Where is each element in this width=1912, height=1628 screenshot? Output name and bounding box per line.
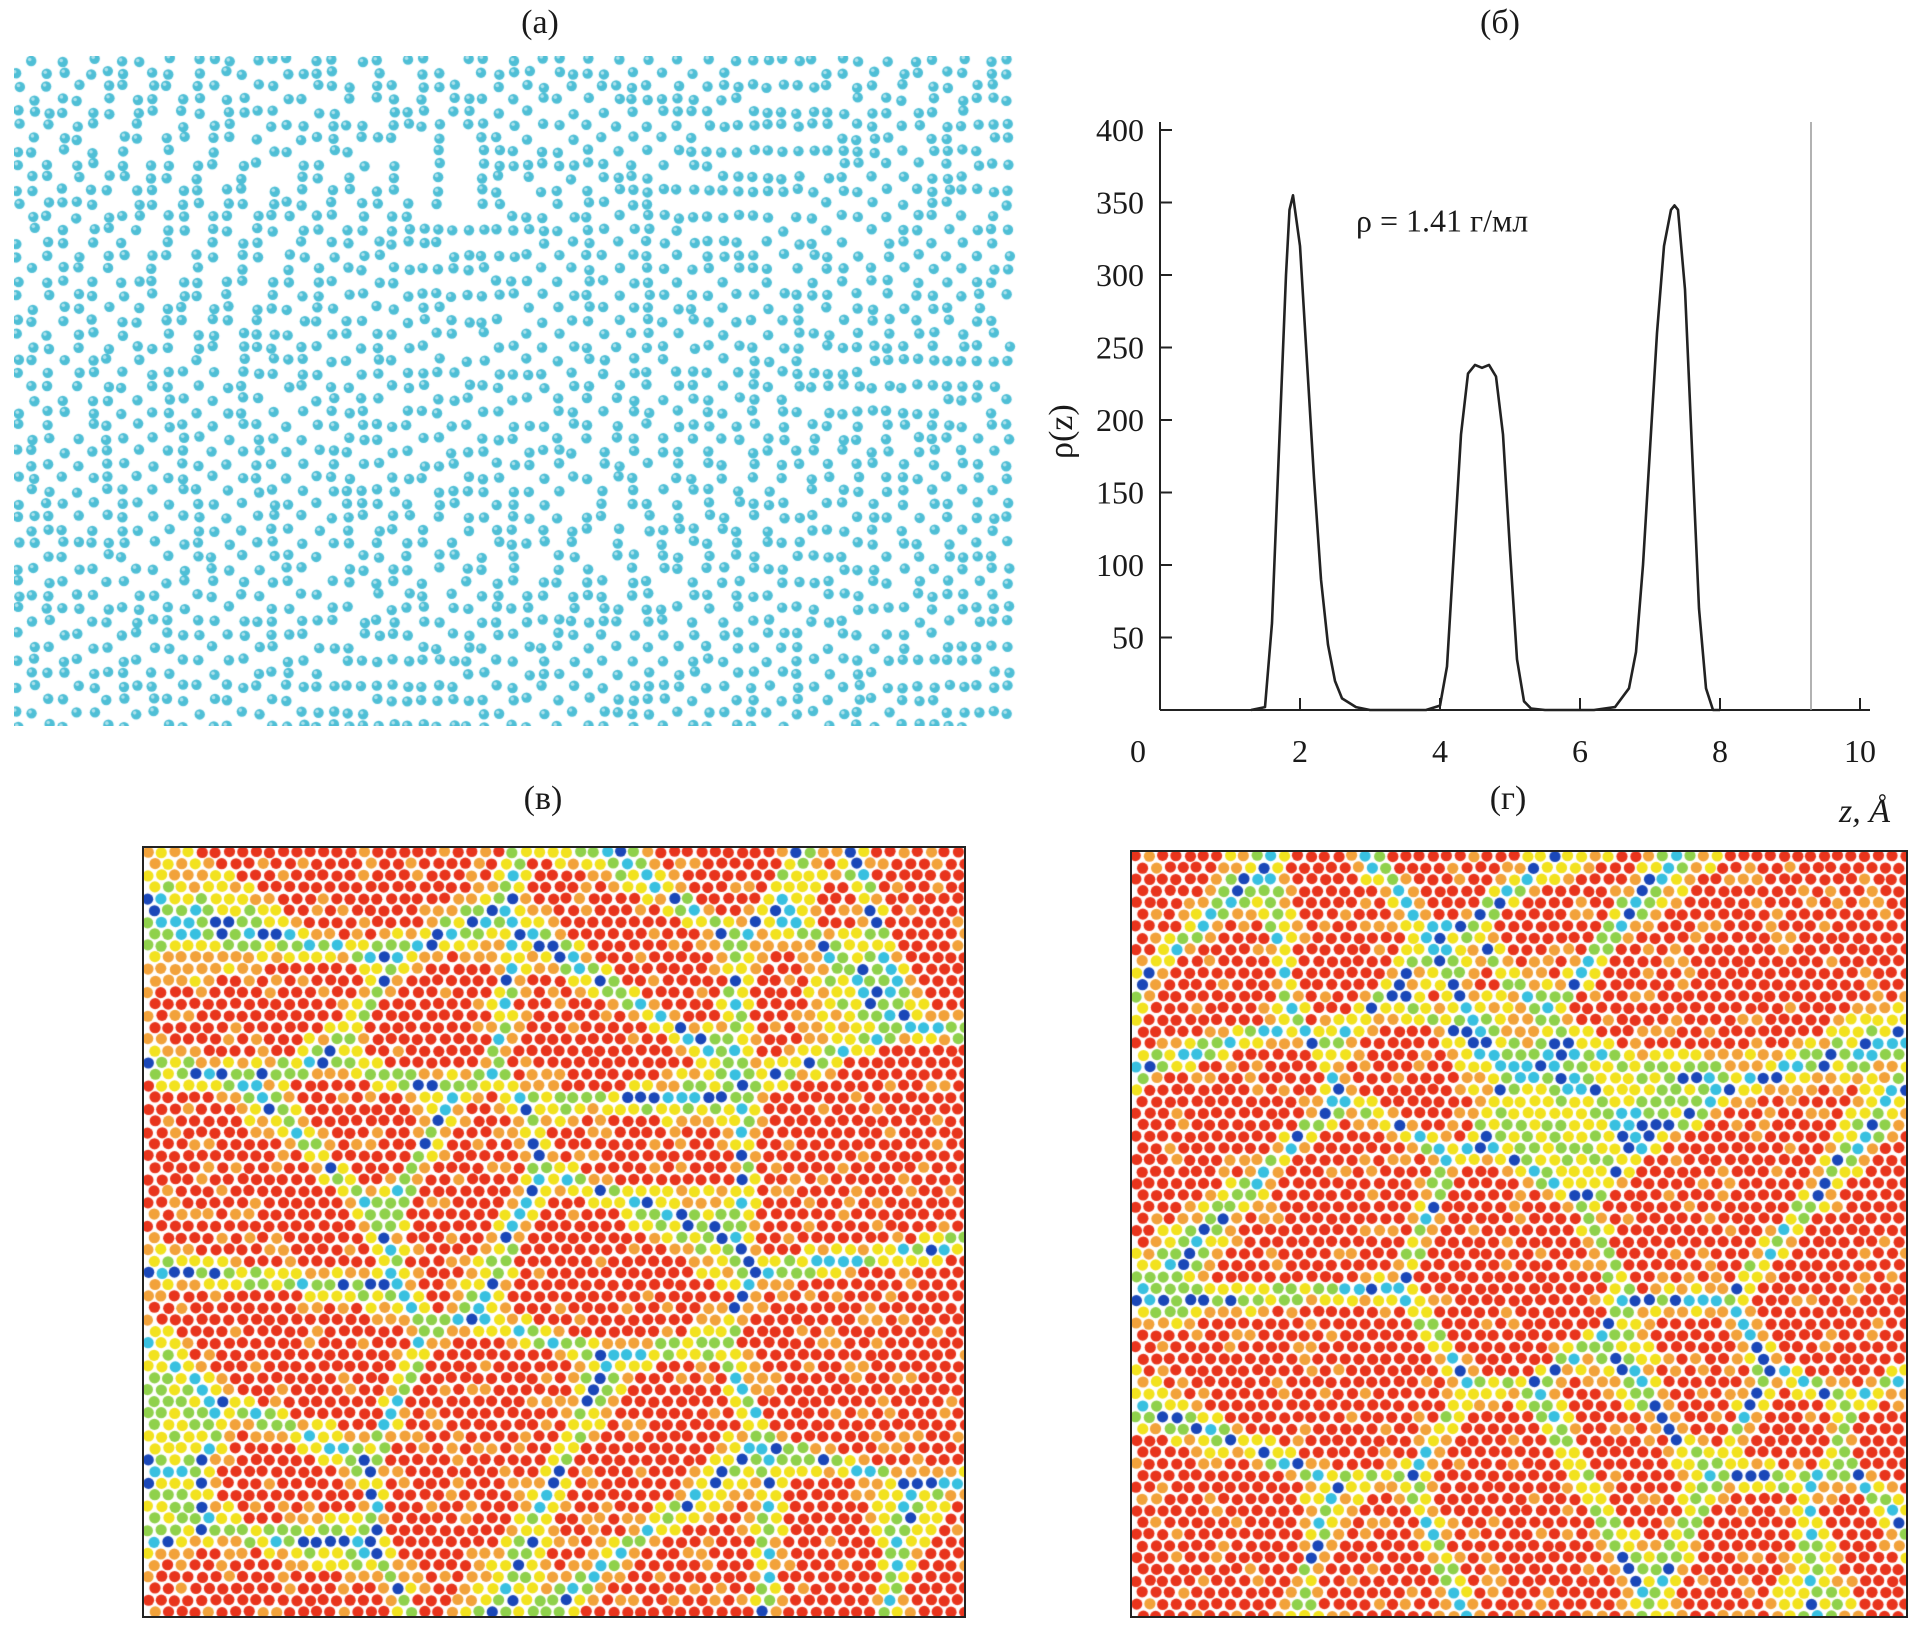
x-tick-label: 8 xyxy=(1712,733,1728,769)
y-tick-label: 200 xyxy=(1096,402,1144,438)
x-tick-label: 2 xyxy=(1292,733,1308,769)
x-tick-label: 0 xyxy=(1130,733,1146,769)
y-tick-label: 350 xyxy=(1096,185,1144,221)
panel-b-label: (б) xyxy=(1480,4,1520,41)
density-profile-chart: 50 100 150 200 250 300 350 400 0 2 4 6 8 10 ρ(z) z, Å ρ … xyxy=(1043,112,1890,830)
x-tick-label: 10 xyxy=(1844,733,1876,769)
panel-g-label: (г) xyxy=(1489,780,1527,817)
panel-v-atoms-canvas xyxy=(142,846,966,1618)
panel-a-label: (а) xyxy=(521,4,559,41)
y-tick-label: 300 xyxy=(1096,257,1144,293)
panel-a-atoms-canvas xyxy=(14,56,1016,726)
panel-g-atoms-canvas xyxy=(1130,850,1908,1618)
panel-g-frame xyxy=(1130,850,1908,1618)
x-axis-label: z, Å xyxy=(1838,793,1890,830)
panel-a-simulation-image xyxy=(14,56,1016,726)
y-tick-label: 400 xyxy=(1096,112,1144,148)
y-axis-label: ρ(z) xyxy=(1043,404,1080,459)
panel-v-label: (в) xyxy=(523,780,563,817)
density-annotation: ρ = 1.41 г/мл xyxy=(1356,203,1528,239)
y-tick-label: 250 xyxy=(1096,330,1144,366)
panel-g-order-map xyxy=(1130,850,1908,1618)
x-tick-label: 4 xyxy=(1432,733,1448,769)
y-tick-label: 100 xyxy=(1096,547,1144,583)
y-tick-label: 150 xyxy=(1096,475,1144,511)
panel-v-frame xyxy=(142,846,966,1618)
x-tick-label: 6 xyxy=(1572,733,1588,769)
density-curve xyxy=(1250,194,1720,712)
y-tick-label: 50 xyxy=(1112,620,1144,656)
panel-v-order-map xyxy=(142,846,966,1618)
